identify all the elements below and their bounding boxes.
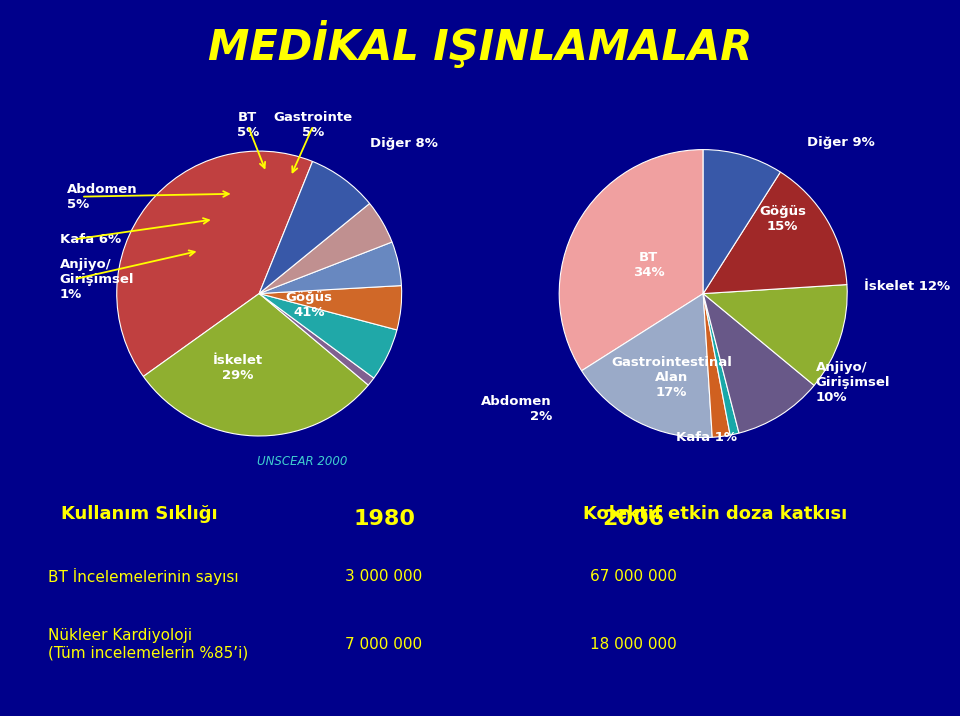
Wedge shape <box>560 150 703 371</box>
Wedge shape <box>259 294 396 378</box>
Text: BT
34%: BT 34% <box>633 251 664 279</box>
Text: 1980: 1980 <box>353 509 415 529</box>
Wedge shape <box>703 294 739 435</box>
Wedge shape <box>703 150 780 294</box>
Text: MEDİKAL IŞINLAMALAR: MEDİKAL IŞINLAMALAR <box>208 21 752 69</box>
Wedge shape <box>259 286 401 330</box>
Text: Abdomen
5%: Abdomen 5% <box>67 183 137 211</box>
Text: UNSCEAR 2000: UNSCEAR 2000 <box>256 455 348 468</box>
Text: Nükleer Kardiyoloji
(Tüm incelemelerin %85’i): Nükleer Kardiyoloji (Tüm incelemelerin %… <box>48 628 249 661</box>
Text: Göğüs
41%: Göğüs 41% <box>285 291 332 319</box>
Text: Gastrointe
5%: Gastrointe 5% <box>274 112 353 140</box>
Wedge shape <box>259 203 392 294</box>
Text: Anjiyo/
Girişimsel
10%: Anjiyo/ Girişimsel 10% <box>816 362 890 405</box>
Text: Göğüs
15%: Göğüs 15% <box>759 205 805 233</box>
Text: BT İncelemelerinin sayısı: BT İncelemelerinin sayısı <box>48 568 239 585</box>
Wedge shape <box>703 294 814 433</box>
Text: 3 000 000: 3 000 000 <box>346 569 422 584</box>
Wedge shape <box>259 242 401 294</box>
Wedge shape <box>582 294 712 437</box>
Wedge shape <box>703 284 847 385</box>
Wedge shape <box>143 294 369 436</box>
Text: Kafa 1%: Kafa 1% <box>676 431 736 444</box>
Wedge shape <box>259 161 370 294</box>
Text: 2006: 2006 <box>603 509 664 529</box>
Wedge shape <box>703 294 731 437</box>
Wedge shape <box>259 294 373 385</box>
Text: İskelet 12%: İskelet 12% <box>864 280 950 293</box>
Text: Kafa 6%: Kafa 6% <box>60 233 121 246</box>
Text: Kolektif etkin doza katkısı: Kolektif etkin doza katkısı <box>583 505 848 523</box>
Text: Kullanım Sıklığı: Kullanım Sıklığı <box>60 505 218 523</box>
Wedge shape <box>117 151 313 377</box>
Text: Diğer 9%: Diğer 9% <box>806 136 875 149</box>
Text: 7 000 000: 7 000 000 <box>346 637 422 652</box>
Text: Abdomen
2%: Abdomen 2% <box>481 395 552 423</box>
Text: 18 000 000: 18 000 000 <box>590 637 677 652</box>
Text: 67 000 000: 67 000 000 <box>590 569 677 584</box>
Text: Diğer 8%: Diğer 8% <box>371 137 438 150</box>
Text: Anjiyo/
Girişimsel
1%: Anjiyo/ Girişimsel 1% <box>60 258 134 301</box>
Wedge shape <box>703 172 847 294</box>
Text: İskelet
29%: İskelet 29% <box>213 354 263 382</box>
Text: BT
5%: BT 5% <box>237 112 259 140</box>
Text: Gastrointestinal
Alan
17%: Gastrointestinal Alan 17% <box>612 356 732 399</box>
